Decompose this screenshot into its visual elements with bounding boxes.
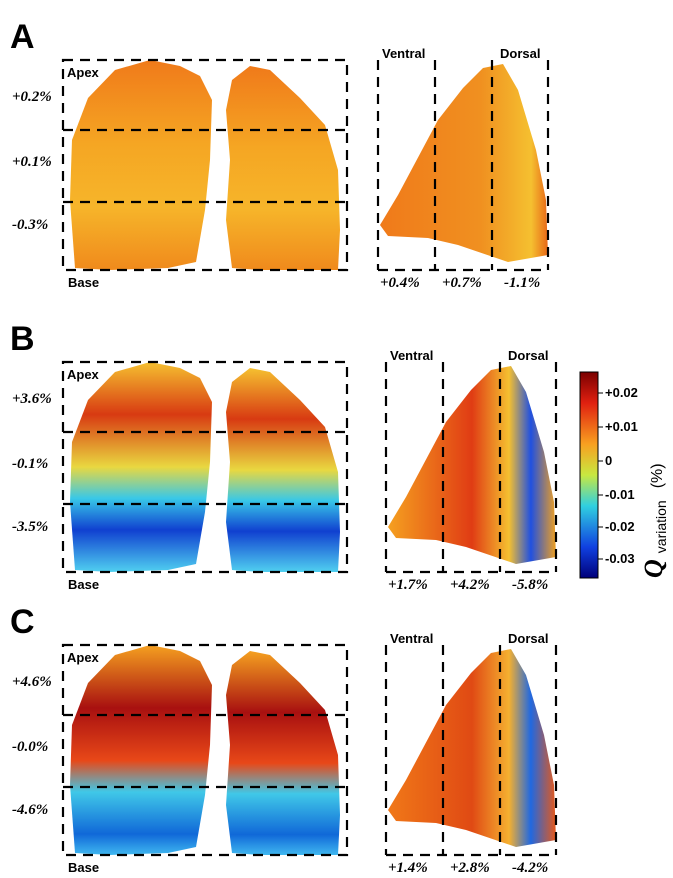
right-lung <box>226 66 340 270</box>
colorbar-tick-label: -0.03 <box>605 551 635 566</box>
region-percent: +1.4% <box>388 860 428 876</box>
base-label: Base <box>68 275 99 290</box>
right-lung <box>226 651 340 855</box>
dorsal-label: Dorsal <box>508 348 548 363</box>
base-label: Base <box>68 577 99 592</box>
region-percent: +4.6% <box>12 674 52 690</box>
region-percent: -0.0% <box>12 739 48 755</box>
dorsal-label: Dorsal <box>508 631 548 646</box>
colorbar: +0.02 +0.01 0 -0.01 -0.02 -0.03 Qvariation (%) <box>579 371 669 579</box>
region-percent: -5.8% <box>512 577 548 593</box>
coronal-box <box>61 58 349 272</box>
ventral-label: Ventral <box>382 46 425 61</box>
colorbar-tick-label: -0.02 <box>605 519 635 534</box>
ventral-label: Ventral <box>390 631 433 646</box>
region-percent: +0.4% <box>380 275 420 291</box>
colorbar-label: variation <box>653 500 669 553</box>
panel: C Apex Base +4.6% -0.0% -4.6% Ventral Dorsal +1.… <box>10 603 558 876</box>
region-percent: -4.6% <box>12 802 48 818</box>
apex-label: Apex <box>67 367 100 382</box>
region-percent: -3.5% <box>12 519 48 535</box>
coronal-box <box>61 360 349 574</box>
region-percent: +3.6% <box>12 391 52 407</box>
colorbar-symbol: Q <box>639 559 668 578</box>
region-percent: +0.2% <box>12 89 52 105</box>
left-lung <box>70 645 212 855</box>
colorbar-tick-label: +0.02 <box>605 385 638 400</box>
panel-letter: B <box>10 320 35 358</box>
panel-letter: A <box>10 18 35 56</box>
region-percent: +0.7% <box>442 275 482 291</box>
right-lung <box>226 368 340 572</box>
left-lung <box>70 60 212 270</box>
apex-label: Apex <box>67 65 100 80</box>
left-lung <box>70 362 212 572</box>
region-percent: +1.7% <box>388 577 428 593</box>
ventral-label: Ventral <box>390 348 433 363</box>
apex-label: Apex <box>67 650 100 665</box>
region-percent: -1.1% <box>504 275 540 291</box>
panel: A Apex Base +0.2% +0.1% -0.3% Ventral Dorsal +0.… <box>10 18 550 291</box>
dorsal-label: Dorsal <box>500 46 540 61</box>
base-label: Base <box>68 860 99 875</box>
colorbar-tick-label: +0.01 <box>605 419 638 434</box>
panel-letter: C <box>10 603 35 641</box>
coronal-box <box>61 643 349 857</box>
region-percent: +0.1% <box>12 154 52 170</box>
colorbar-scale <box>579 371 599 579</box>
colorbar-unit: (%) <box>649 463 666 488</box>
sagittal-lung <box>388 366 556 564</box>
region-percent: +2.8% <box>450 860 490 876</box>
sagittal-lung <box>388 649 556 847</box>
colorbar-tick-label: 0 <box>605 453 612 468</box>
sagittal-lung <box>380 64 548 262</box>
region-percent: +4.2% <box>450 577 490 593</box>
region-percent: -4.2% <box>512 860 548 876</box>
region-percent: -0.1% <box>12 456 48 472</box>
panel: B Apex Base +3.6% -0.1% -3.5% Ventral Dorsal +1.… <box>10 320 558 593</box>
colorbar-tick-label: -0.01 <box>605 487 635 502</box>
colorbar-label: Qvariation (%) <box>639 463 669 578</box>
region-percent: -0.3% <box>12 217 48 233</box>
